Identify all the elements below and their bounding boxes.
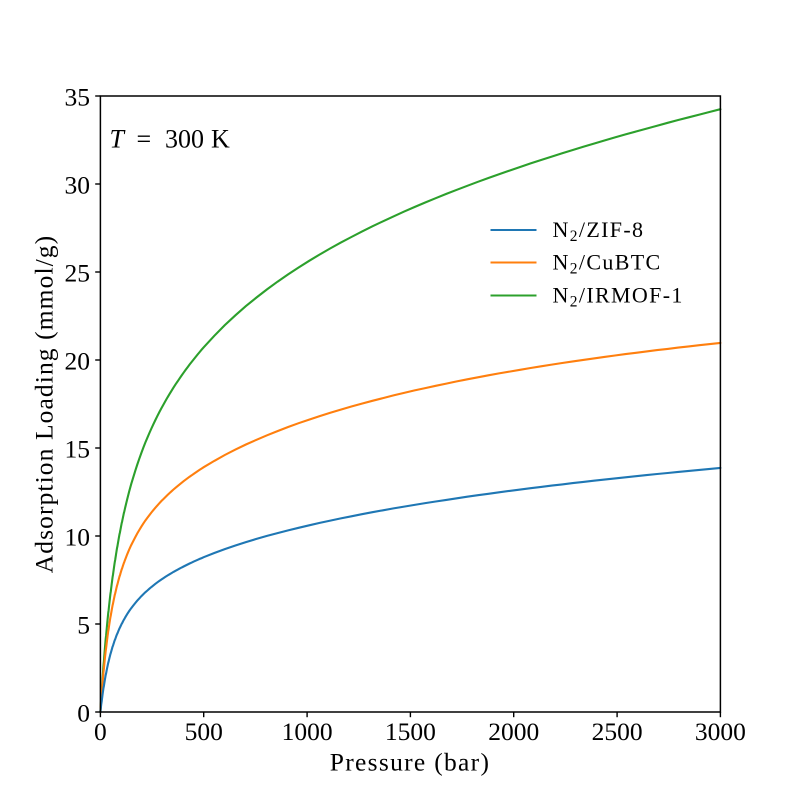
svg-text:15: 15 <box>65 434 91 463</box>
svg-text:10: 10 <box>65 522 91 551</box>
svg-text:500: 500 <box>185 717 223 746</box>
svg-text:N2/CuBTC: N2/CuBTC <box>553 250 662 278</box>
svg-text:2500: 2500 <box>592 717 643 746</box>
svg-text:35: 35 <box>65 82 91 111</box>
svg-text:1000: 1000 <box>282 717 333 746</box>
svg-text:30: 30 <box>65 170 91 199</box>
svg-text:3000: 3000 <box>695 717 746 746</box>
svg-text:25: 25 <box>65 258 91 287</box>
svg-text:5: 5 <box>77 610 90 639</box>
svg-text:N2/ZIF-8: N2/ZIF-8 <box>553 217 645 245</box>
svg-text:2000: 2000 <box>488 717 539 746</box>
svg-text:Adsorption Loading (mmol/g): Adsorption Loading (mmol/g) <box>30 235 59 574</box>
svg-text:0: 0 <box>94 717 107 746</box>
svg-text:Pressure (bar): Pressure (bar) <box>330 748 491 777</box>
svg-text:0: 0 <box>77 698 90 727</box>
svg-text:20: 20 <box>65 346 91 375</box>
svg-text:1500: 1500 <box>385 717 436 746</box>
